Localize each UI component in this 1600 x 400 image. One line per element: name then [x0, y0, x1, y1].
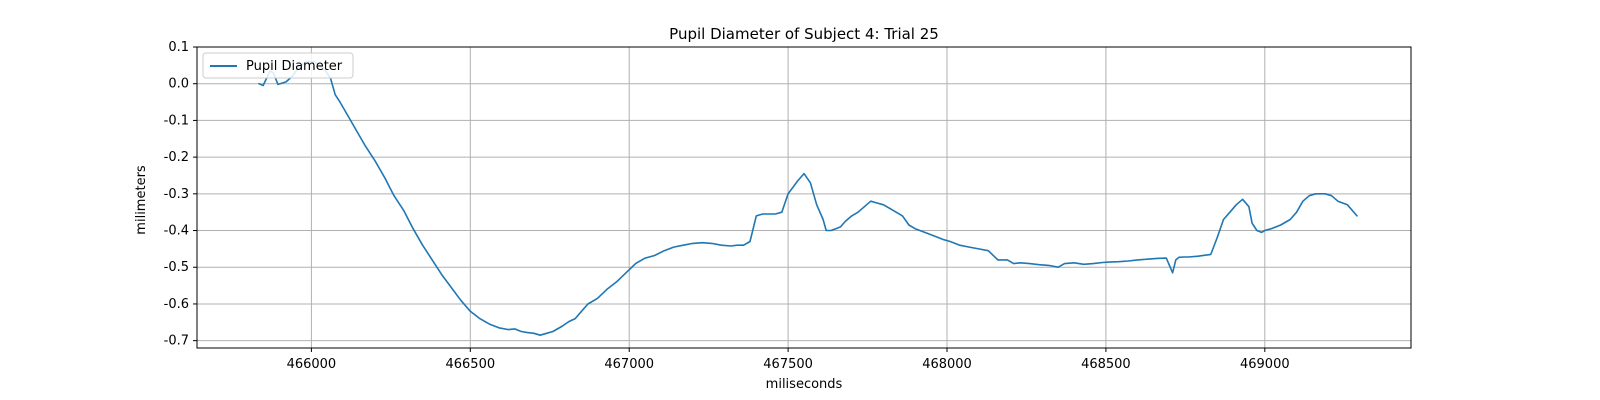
x-axis-ticks: 466000 466500 467000 467500 468000 468500 4690…: [287, 348, 1290, 372]
legend-label: Pupil Diameter: [246, 59, 343, 74]
series-layer: [258, 60, 1358, 337]
x-tick-label: 466000: [287, 357, 337, 372]
y-tick-label: -0.3: [164, 187, 189, 202]
y-tick-label: -0.2: [164, 150, 189, 165]
y-tick-label: -0.6: [164, 297, 189, 312]
y-tick-label: 0.0: [168, 77, 189, 92]
legend-box: [202, 52, 354, 79]
x-axis-label: miliseconds: [766, 377, 843, 392]
series-line-pupil-diameter: [258, 60, 1358, 337]
plot-frame: [196, 46, 1412, 349]
y-tick-label: -0.1: [164, 113, 189, 128]
x-tick-label: 469000: [1240, 357, 1290, 372]
x-tick-label: 468500: [1081, 357, 1131, 372]
legend: Pupil Diameter: [202, 52, 354, 79]
y-tick-label: -0.7: [164, 334, 189, 349]
y-tick-label: -0.4: [164, 224, 189, 239]
y-axis-label: milimeters: [134, 165, 149, 235]
chart-title: Pupil Diameter of Subject 4: Trial 25: [669, 25, 939, 43]
y-tick-label: -0.5: [164, 260, 189, 275]
x-tick-label: 467500: [763, 357, 813, 372]
y-axis-ticks: 0.1 0.0 -0.1 -0.2 -0.3 -0.4 -0.5 -0.6 -0.7: [164, 40, 197, 349]
x-tick-label: 466500: [445, 357, 495, 372]
x-tick-label: 467000: [604, 357, 654, 372]
x-tick-label: 468000: [922, 357, 972, 372]
y-tick-label: 0.1: [168, 40, 189, 55]
